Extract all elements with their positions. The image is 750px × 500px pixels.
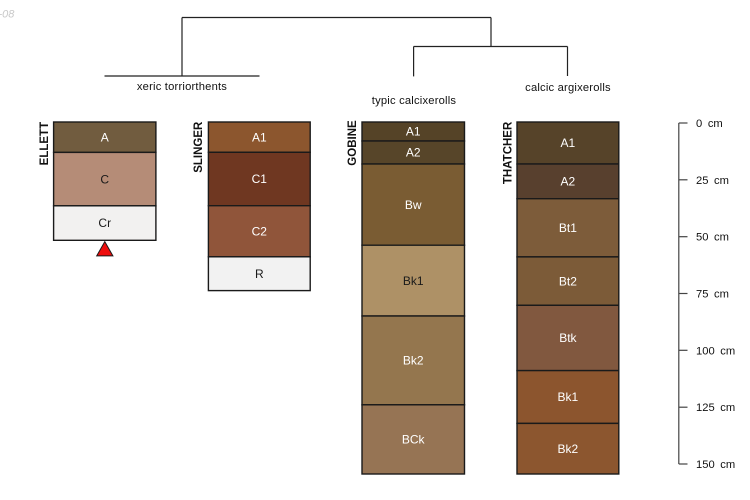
svg-text:Bw: Bw: [405, 198, 422, 212]
svg-text:Btk: Btk: [559, 331, 577, 345]
svg-text:Bk1: Bk1: [403, 274, 424, 288]
svg-text:BCk: BCk: [402, 433, 426, 447]
svg-text:Cr: Cr: [98, 216, 111, 230]
svg-text:Bk1: Bk1: [558, 390, 579, 404]
svg-text:calcic argixerolls: calcic argixerolls: [525, 82, 611, 94]
svg-text:125 cm: 125 cm: [696, 402, 735, 414]
svg-text:Bt1: Bt1: [559, 221, 577, 235]
svg-text:ELLETT: ELLETT: [39, 122, 51, 165]
svg-text:A1: A1: [252, 130, 267, 144]
svg-text:THATCHER: THATCHER: [503, 121, 515, 184]
svg-text:Bk2: Bk2: [403, 354, 424, 368]
svg-text:Bk2: Bk2: [558, 442, 579, 456]
svg-text:SLINGER: SLINGER: [193, 121, 205, 173]
svg-text:A2: A2: [561, 175, 576, 189]
svg-text:C: C: [100, 172, 109, 186]
svg-text:C1: C1: [252, 172, 268, 186]
svg-text:-08: -08: [0, 9, 15, 21]
svg-text:A2: A2: [406, 146, 421, 160]
svg-text:xeric torriorthents: xeric torriorthents: [137, 81, 227, 93]
svg-text:150 cm: 150 cm: [696, 459, 735, 471]
svg-text:75 cm: 75 cm: [696, 289, 729, 301]
svg-text:R: R: [255, 267, 264, 281]
svg-text:GOBINE: GOBINE: [347, 120, 359, 166]
svg-text:0 cm: 0 cm: [696, 118, 723, 130]
svg-text:50 cm: 50 cm: [696, 232, 729, 244]
svg-text:typic calcixerolls: typic calcixerolls: [372, 95, 457, 107]
svg-text:A: A: [101, 130, 109, 144]
svg-text:A1: A1: [406, 125, 421, 139]
svg-text:100 cm: 100 cm: [696, 345, 735, 357]
svg-text:25 cm: 25 cm: [696, 175, 729, 187]
svg-text:Bt2: Bt2: [559, 274, 577, 288]
svg-text:C2: C2: [252, 224, 268, 238]
svg-text:A1: A1: [561, 136, 576, 150]
